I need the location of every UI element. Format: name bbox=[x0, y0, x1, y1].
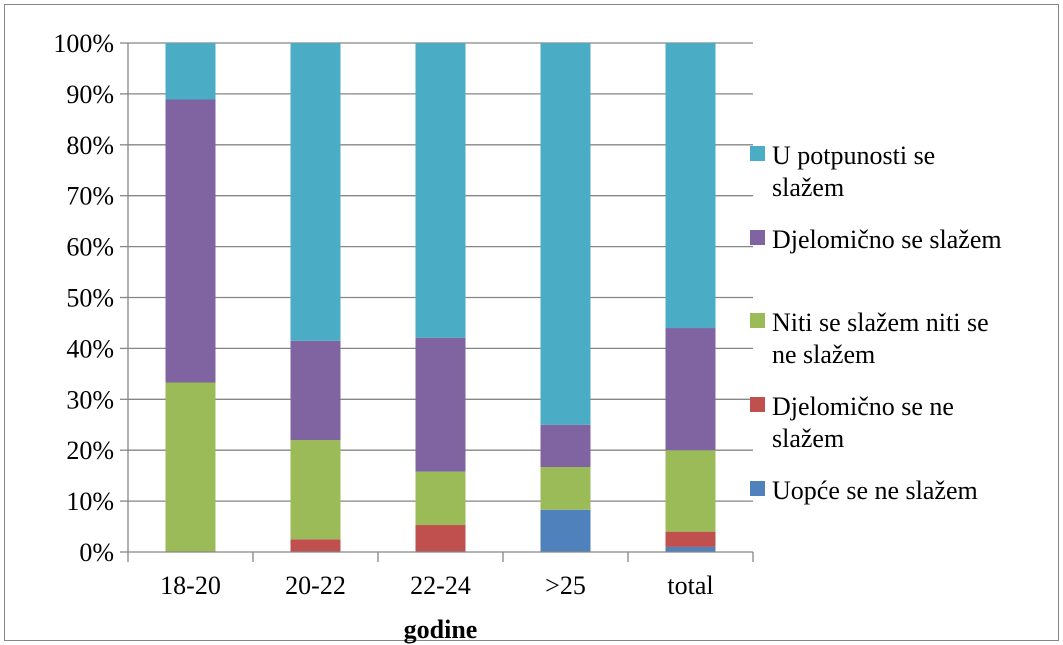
legend-label: U potpunosti se slažem bbox=[772, 141, 935, 202]
bar-segment bbox=[290, 539, 341, 552]
legend-label-line: Djelomično se ne bbox=[772, 392, 954, 421]
legend-swatch bbox=[750, 230, 765, 245]
bar-segment bbox=[290, 440, 341, 540]
legend-label: Niti se slažem niti se ne slažem bbox=[772, 308, 989, 369]
bar-segment bbox=[665, 531, 716, 547]
legend-swatch bbox=[750, 481, 765, 496]
y-tick-label: 80% bbox=[66, 131, 114, 160]
bar-segment bbox=[665, 328, 716, 451]
y-tick-label: 90% bbox=[66, 80, 114, 109]
bar-segment bbox=[165, 382, 216, 552]
bar-segment bbox=[415, 43, 466, 338]
legend-label-line: Uopće se ne slažem bbox=[772, 476, 978, 505]
legend-label: Djelomično se slažem bbox=[772, 225, 1002, 254]
legend-swatch bbox=[750, 397, 765, 412]
x-tick-label: 22-24 bbox=[410, 571, 471, 600]
legend-label-line: slažem bbox=[772, 173, 844, 202]
bar-segment bbox=[290, 340, 341, 441]
bar-segment bbox=[415, 525, 466, 552]
bars bbox=[165, 43, 716, 552]
bar-segment bbox=[540, 509, 591, 552]
bar-segment bbox=[165, 99, 216, 383]
bar-segment bbox=[540, 466, 591, 510]
y-tick-label: 10% bbox=[66, 487, 114, 516]
y-tick-label: 70% bbox=[66, 182, 114, 211]
bar-segment bbox=[540, 424, 591, 467]
y-tick-label: 0% bbox=[79, 538, 114, 567]
x-tick-label: 18-20 bbox=[160, 571, 221, 600]
legend-label-line: U potpunosti se bbox=[772, 141, 935, 170]
axes bbox=[120, 42, 754, 562]
legend-label: Uopće se ne slažem bbox=[772, 476, 978, 505]
bar-segment bbox=[665, 546, 716, 552]
bar-segment bbox=[165, 43, 216, 100]
y-tick-label: 20% bbox=[66, 436, 114, 465]
legend-label: Djelomično se ne slažem bbox=[772, 392, 954, 453]
bar-segment bbox=[415, 471, 466, 526]
x-tick-label: >25 bbox=[545, 571, 586, 600]
x-tick-labels: 18-20 20-22 22-24 >25 total bbox=[160, 571, 713, 600]
bar-segment bbox=[540, 43, 591, 425]
y-tick-label: 100% bbox=[53, 29, 114, 58]
y-tick-label: 40% bbox=[66, 334, 114, 363]
legend: U potpunosti se slažem Djelomično se slaže… bbox=[750, 141, 1002, 505]
y-tick-label: 60% bbox=[66, 233, 114, 262]
bar-segment bbox=[665, 43, 716, 329]
legend-swatch bbox=[750, 146, 765, 161]
y-tick-label: 30% bbox=[66, 385, 114, 414]
x-tick-label: 20-22 bbox=[285, 571, 346, 600]
bar-segment bbox=[290, 43, 341, 341]
bar-segment bbox=[415, 337, 466, 472]
legend-swatch bbox=[750, 313, 765, 328]
legend-label-line: Niti se slažem niti se bbox=[772, 308, 989, 337]
legend-label-line: ne slažem bbox=[772, 340, 875, 369]
x-axis-title: godine bbox=[404, 615, 478, 644]
legend-label-line: Djelomično se slažem bbox=[772, 225, 1002, 254]
legend-label-line: slažem bbox=[772, 424, 844, 453]
bar-segment bbox=[665, 450, 716, 532]
y-tick-label: 50% bbox=[66, 284, 114, 313]
x-tick-label: total bbox=[667, 571, 713, 600]
y-tick-labels: 0% 10% 20% 30% 40% 50% 60% 70% 80% 90% 100% bbox=[53, 29, 114, 567]
